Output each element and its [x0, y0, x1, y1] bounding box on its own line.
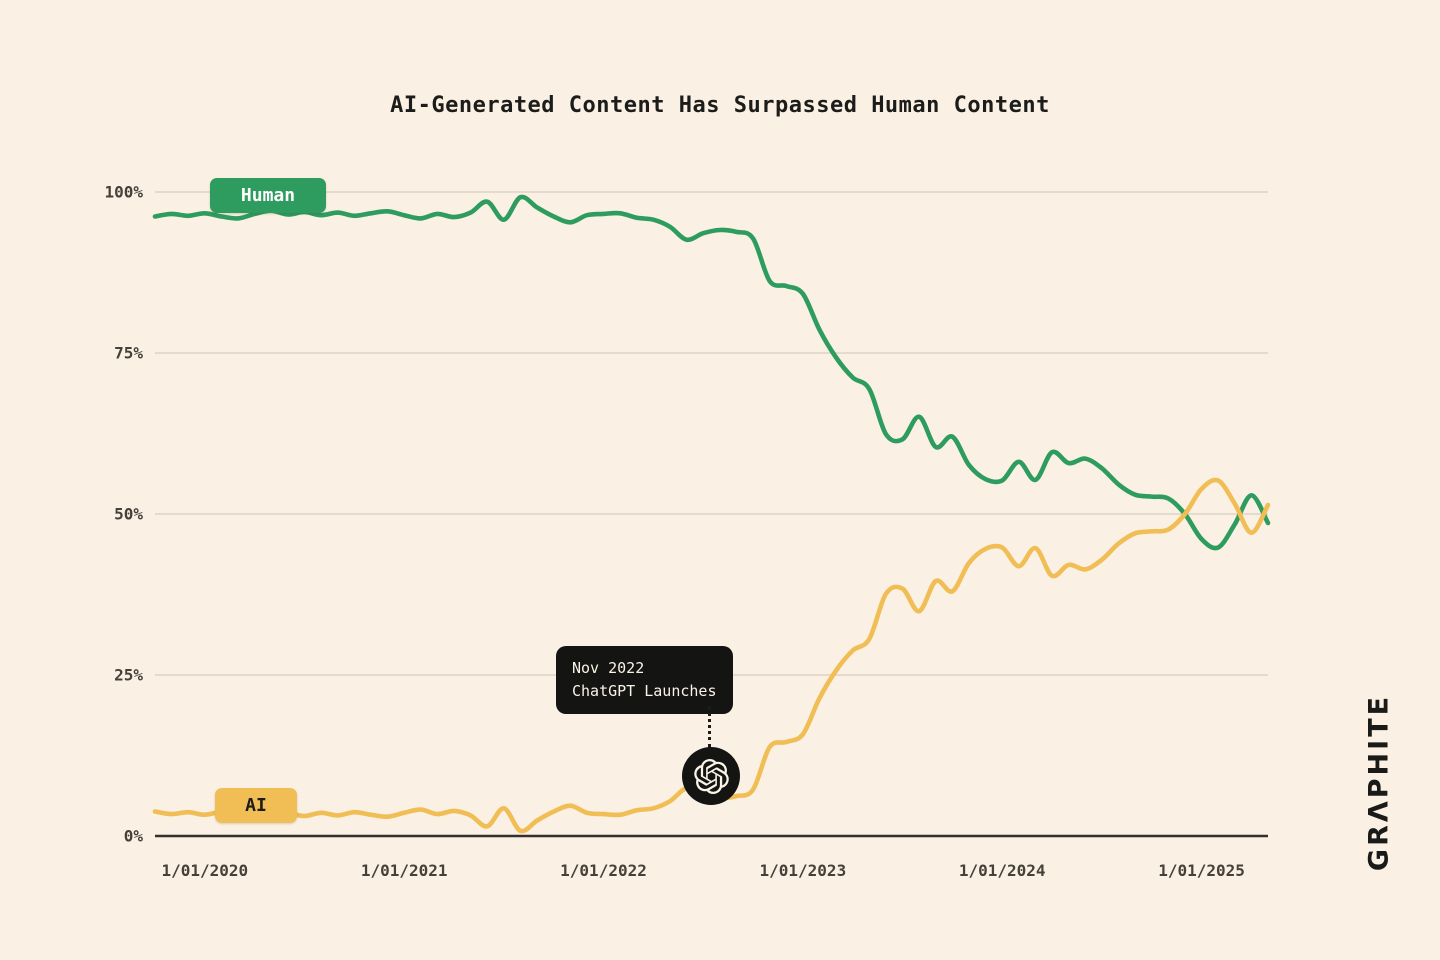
- x-tick-label-2020: 1/01/2020: [161, 861, 248, 880]
- ai-series-label: AI: [245, 795, 267, 816]
- openai-logo-icon: [693, 758, 729, 794]
- human-series-label: Human: [240, 185, 296, 206]
- human-series-badge: Human: [210, 178, 326, 213]
- y-tick-label-75%: 75%: [114, 344, 143, 363]
- chatgpt-launch-marker: [682, 747, 740, 805]
- chart-title: AI-Generated Content Has Surpassed Human…: [390, 93, 1050, 118]
- x-tick-label-2023: 1/01/2023: [760, 861, 847, 880]
- y-tick-label-25%: 25%: [114, 666, 143, 685]
- annotation-text: ChatGPT Launches: [572, 681, 717, 700]
- annotation-connector: [708, 706, 711, 748]
- annotation-date: Nov 2022: [572, 659, 645, 677]
- x-tick-label-2022: 1/01/2022: [560, 861, 647, 880]
- y-tick-label-100%: 100%: [104, 183, 143, 202]
- x-tick-label-2025: 1/01/2025: [1158, 861, 1245, 880]
- y-tick-label-50%: 50%: [114, 505, 143, 524]
- y-tick-label-0%: 0%: [124, 827, 144, 846]
- ai-series-badge: AI: [215, 788, 297, 823]
- x-tick-label-2024: 1/01/2024: [959, 861, 1046, 880]
- human-series-line: [152, 194, 1271, 551]
- annotation-tooltip: Nov 2022 ChatGPT Launches: [556, 646, 733, 714]
- x-tick-label-2021: 1/01/2021: [361, 861, 448, 880]
- brand-wordmark: GRΛPHITE: [1363, 693, 1395, 872]
